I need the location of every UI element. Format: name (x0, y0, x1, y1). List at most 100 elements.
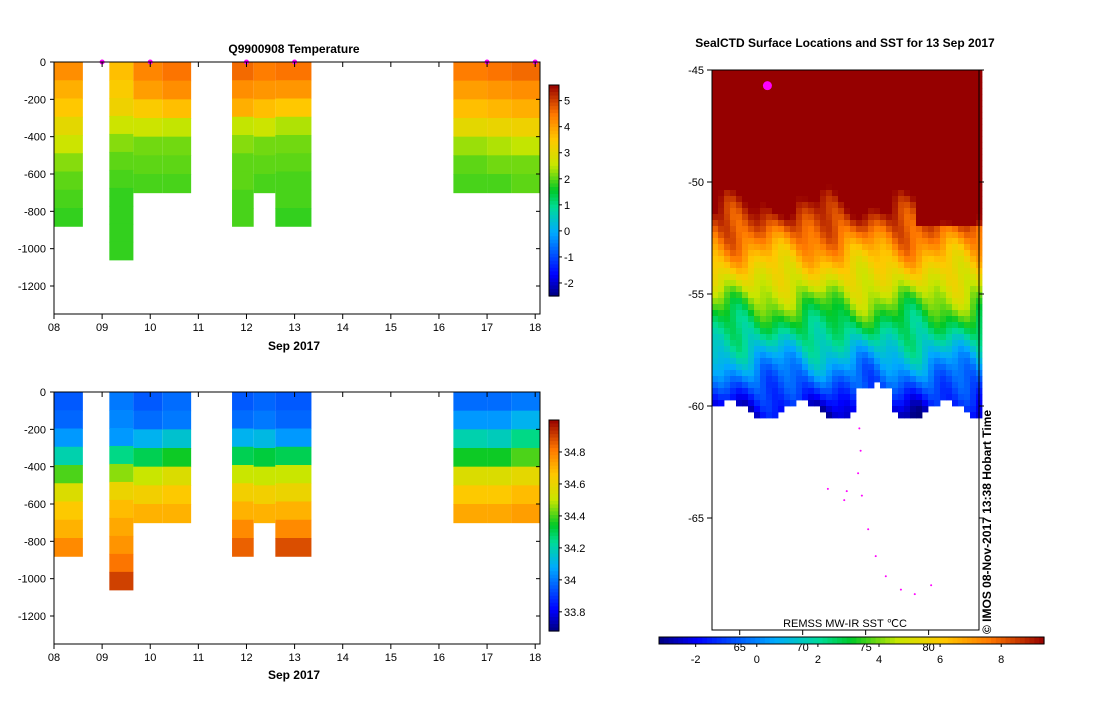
sst-cell (946, 316, 953, 323)
sst-cell (964, 238, 971, 245)
sst-cell (832, 292, 839, 299)
sst-cell (868, 376, 875, 383)
sst-cell (772, 118, 779, 125)
section-cell (275, 135, 312, 154)
sst-cell (904, 208, 911, 215)
sst-cell (808, 100, 815, 107)
section-cell (453, 466, 488, 486)
sst-cell (868, 298, 875, 305)
sst-cell (940, 262, 947, 269)
sst-cell (742, 94, 749, 101)
sst-cell (814, 106, 821, 113)
sst-cell (790, 292, 797, 299)
sst-cell (952, 82, 959, 89)
sst-cell (898, 370, 905, 377)
sst-cell (802, 202, 809, 209)
sst-cell (760, 232, 767, 239)
sst-cell (796, 292, 803, 299)
sst-cell (886, 346, 893, 353)
sst-cell (892, 256, 899, 263)
section-cell (253, 62, 276, 82)
section-cell (109, 392, 134, 411)
sst-cell (928, 208, 935, 215)
sst-cell (802, 286, 809, 293)
sst-cell (922, 352, 929, 359)
sst-cell (916, 208, 923, 215)
sst-cell (934, 70, 941, 77)
lon-tick-label: 70 (797, 642, 809, 654)
sst-cell (880, 166, 887, 173)
sst-cell (856, 364, 863, 371)
sst-cell (958, 280, 965, 287)
sst-cell (784, 340, 791, 347)
sst-cell (910, 364, 917, 371)
colorbar-segment (914, 637, 920, 644)
sst-cell (724, 76, 731, 83)
colorbar-tick-label: 1 (564, 200, 570, 212)
sst-cell (964, 400, 971, 407)
sst-cell (832, 262, 839, 269)
sst-cell (790, 142, 797, 149)
sst-cell (850, 388, 857, 395)
sst-cell (868, 304, 875, 311)
sst-cell (940, 82, 947, 89)
sst-cell (916, 142, 923, 149)
sst-cell (916, 154, 923, 161)
sst-cell (940, 268, 947, 275)
sst-cell (916, 238, 923, 245)
sst-cell (886, 214, 893, 221)
sst-cell (760, 298, 767, 305)
sst-cell (766, 352, 773, 359)
section-cell (487, 429, 512, 449)
sst-cell (766, 280, 773, 287)
sst-cell (934, 142, 941, 149)
sst-cell (904, 268, 911, 275)
section-cell (453, 410, 488, 430)
sst-cell (886, 334, 893, 341)
sst-cell (856, 88, 863, 95)
colorbar-segment (549, 253, 559, 258)
sst-cell (772, 82, 779, 89)
sst-cell (922, 226, 929, 233)
sst-cell (946, 172, 953, 179)
sst-cell (850, 82, 857, 89)
sst-cell (742, 118, 749, 125)
sst-cell (934, 238, 941, 245)
section-cell (133, 155, 163, 175)
sst-cell (868, 226, 875, 233)
sst-cell (724, 148, 731, 155)
sst-cell (862, 106, 869, 113)
sst-cell (844, 166, 851, 173)
sst-cell (916, 214, 923, 221)
section-cell (511, 504, 540, 524)
sst-cell (820, 322, 827, 329)
sst-cell (826, 352, 833, 359)
sst-cell (862, 76, 869, 83)
sst-cell (868, 262, 875, 269)
sst-cell (934, 148, 941, 155)
sst-cell (898, 406, 905, 413)
sst-cell (916, 310, 923, 317)
sst-cell (970, 160, 977, 167)
sst-cell (796, 364, 803, 371)
sst-cell (814, 76, 821, 83)
sst-cell (808, 340, 815, 347)
sst-cell (826, 106, 833, 113)
sst-cell (850, 190, 857, 197)
section-cell (232, 501, 254, 521)
sst-cell (934, 334, 941, 341)
section-cell (232, 153, 254, 173)
sst-cell (730, 196, 737, 203)
sst-cell (940, 148, 947, 155)
sst-cell (922, 376, 929, 383)
sst-cell (964, 88, 971, 95)
sst-cell (844, 232, 851, 239)
sst-cell (892, 160, 899, 167)
sst-cell (946, 130, 953, 137)
sst-cell (832, 358, 839, 365)
sst-cell (724, 370, 731, 377)
section-cell (54, 62, 83, 81)
sst-cell (844, 274, 851, 281)
sst-cell (934, 124, 941, 131)
sst-cell (724, 376, 731, 383)
